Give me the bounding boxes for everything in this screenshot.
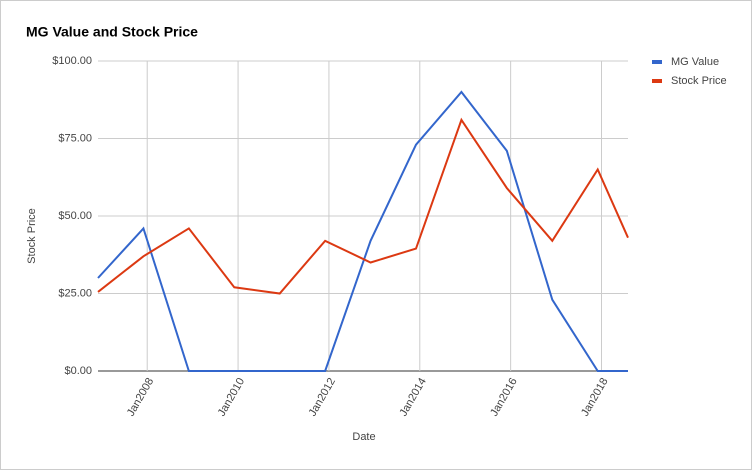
y-tick-label: $100.00: [52, 55, 92, 67]
line-series: [97, 117, 629, 295]
line-series: [97, 90, 628, 372]
y-tick-label: $50.00: [58, 210, 92, 222]
legend-label: Stock Price: [671, 75, 727, 87]
y-tick-label: $75.00: [58, 132, 92, 144]
legend-swatch: [652, 60, 662, 64]
legend-label: MG Value: [671, 56, 719, 68]
legend-swatch: [652, 79, 662, 83]
y-tick-label: $25.00: [58, 287, 92, 299]
y-tick-label: $0.00: [64, 365, 92, 377]
chart-title: MG Value and Stock Price: [26, 24, 198, 40]
y-axis-label: Stock Price: [26, 208, 38, 264]
x-axis-label: Date: [352, 431, 375, 443]
